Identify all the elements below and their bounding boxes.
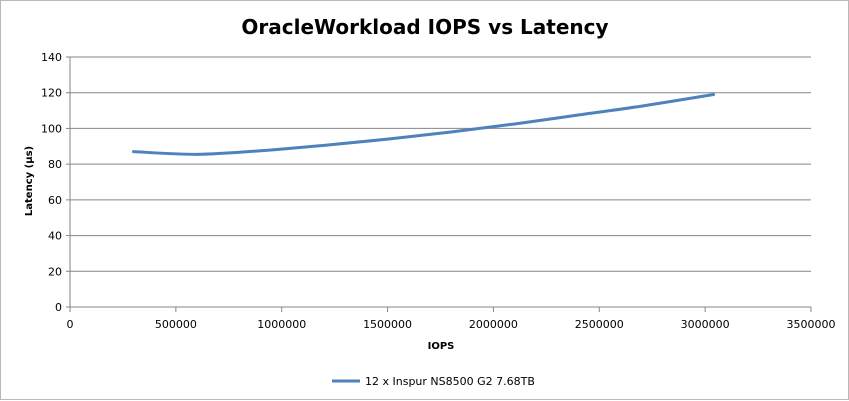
x-tick-label: 2000000 (469, 318, 518, 331)
x-tick-label: 1500000 (363, 318, 412, 331)
x-tick-label: 3000000 (681, 318, 730, 331)
y-axis-label: Latency (µs) (24, 146, 35, 216)
x-tick-label: 2500000 (575, 318, 624, 331)
chart-title: OracleWorkload IOPS vs Latency (241, 15, 608, 39)
grid-lines (70, 56, 811, 272)
y-tick-label: 0 (55, 301, 62, 314)
y-tick-label: 40 (48, 230, 62, 243)
y-tick-label: 20 (48, 265, 62, 278)
x-tick-label: 3500000 (787, 318, 836, 331)
y-tick-label: 140 (41, 51, 62, 64)
axes (66, 56, 812, 312)
series-line-0 (132, 93, 716, 156)
legend-label: 12 x Inspur NS8500 G2 7.68TB (365, 375, 535, 388)
series-lines (132, 93, 716, 156)
y-tick-labels: 0 20 40 60 80 100 120 140 (41, 51, 62, 314)
y-tick-label: 80 (48, 158, 62, 171)
x-axis-label: IOPS (428, 341, 455, 352)
y-tick-label: 60 (48, 194, 62, 207)
x-tick-label: 1000000 (257, 318, 306, 331)
y-tick-label: 100 (41, 122, 62, 135)
x-tick-label: 500000 (155, 318, 197, 331)
x-tick-labels: 0 500000 1000000 1500000 2000000 2500000 30000… (67, 318, 836, 331)
y-tick-label: 120 (41, 87, 62, 100)
x-tick-label: 0 (67, 318, 74, 331)
legend: 12 x Inspur NS8500 G2 7.68TB (332, 375, 535, 388)
